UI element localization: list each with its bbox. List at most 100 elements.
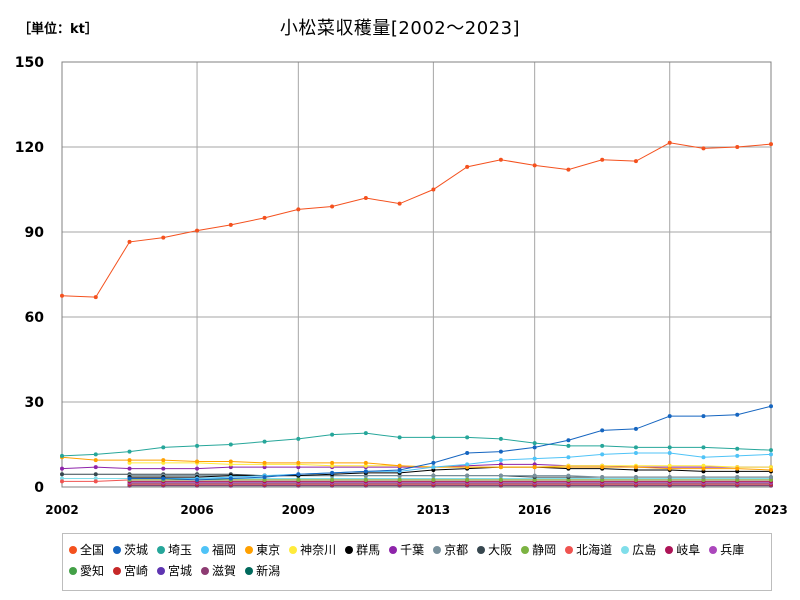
data-point (532, 445, 537, 450)
legend-marker (245, 567, 254, 575)
legend-label: 京都 (444, 543, 469, 557)
data-point (566, 477, 571, 482)
x-tick-label: 2016 (518, 503, 551, 517)
data-point (228, 465, 233, 470)
legend-marker (245, 546, 254, 554)
data-point (600, 477, 605, 482)
legend: 全国 茨城 埼玉 福岡 東京 神奈川 群馬 千葉 京都 大阪 静岡 北海道 広島 岐阜 兵庫愛知 宮崎 宮城 滋賀… (62, 533, 772, 591)
data-point (465, 435, 470, 440)
data-point (735, 475, 740, 480)
data-point (431, 187, 436, 192)
data-point (195, 443, 200, 448)
data-point (532, 465, 537, 470)
data-point (532, 477, 537, 482)
data-point (195, 228, 200, 233)
data-point (296, 477, 301, 482)
data-point (769, 477, 773, 482)
data-point (296, 436, 301, 441)
data-point (600, 157, 605, 162)
data-point (701, 463, 706, 468)
legend-item: 京都 (433, 540, 468, 561)
data-point (195, 459, 200, 464)
data-point (60, 453, 64, 458)
data-point (127, 460, 132, 465)
legend-label: 愛知 (80, 564, 105, 578)
data-point (93, 472, 98, 477)
legend-marker (521, 546, 530, 554)
data-point (60, 479, 64, 484)
data-point (465, 465, 470, 470)
legend-marker (69, 567, 77, 575)
data-point (60, 472, 64, 477)
data-point (262, 465, 267, 470)
legend-marker (621, 546, 630, 554)
data-point (566, 167, 571, 172)
data-point (161, 445, 166, 450)
legend-label: 静岡 (532, 543, 557, 557)
legend-marker (289, 546, 298, 554)
legend-item: 埼玉 (157, 540, 192, 561)
data-point (701, 146, 706, 151)
data-point (701, 414, 706, 419)
data-point (363, 463, 368, 468)
legend-label: 広島 (632, 543, 657, 557)
legend-item: 静岡 (521, 540, 556, 561)
data-point (735, 466, 740, 471)
data-point (769, 452, 773, 457)
data-point (769, 142, 773, 147)
legend-item: 全国 (69, 540, 104, 561)
legend-label: 千葉 (400, 543, 425, 557)
data-point (633, 468, 638, 472)
series-line (129, 466, 771, 478)
legend-item: 神奈川 (289, 540, 336, 561)
plot-area (61, 61, 772, 488)
legend-marker (565, 546, 574, 554)
legend-marker (157, 546, 166, 554)
legend-marker (477, 546, 486, 554)
data-point (498, 473, 503, 478)
data-point (566, 438, 571, 443)
data-point (769, 465, 773, 470)
legend-label: 大阪 (488, 543, 513, 557)
data-point (60, 466, 64, 471)
data-point (195, 466, 200, 471)
legend-item: 東京 (245, 540, 280, 561)
data-point (465, 164, 470, 169)
legend-label: 宮崎 (124, 564, 149, 578)
legend-item: 福岡 (201, 540, 236, 561)
legend-label: 宮城 (168, 564, 193, 578)
data-point (769, 448, 773, 453)
data-point (735, 145, 740, 149)
series-line (61, 142, 772, 298)
grid-lines (61, 61, 772, 488)
data-point (769, 475, 773, 480)
legend-item: 岐阜 (665, 540, 700, 561)
data-point (296, 472, 301, 477)
data-point (498, 465, 503, 470)
data-point (397, 435, 402, 440)
data-point (498, 462, 503, 467)
data-point (633, 159, 638, 164)
y-tick-label: 0 (34, 480, 44, 496)
legend-item: 宮城 (157, 561, 192, 582)
data-point (330, 470, 335, 475)
data-point (93, 465, 98, 470)
data-point (667, 445, 672, 450)
data-point (532, 462, 537, 467)
data-point (127, 458, 132, 463)
y-tick-label: 150 (15, 55, 44, 71)
legend-marker (201, 567, 210, 575)
data-point (566, 473, 571, 478)
legend-item: 群馬 (345, 540, 380, 561)
data-point (93, 476, 98, 481)
data-point (262, 439, 267, 444)
legend-label: 全国 (80, 543, 105, 557)
y-tick-label: 30 (25, 395, 45, 411)
data-point (127, 239, 132, 244)
data-point (431, 468, 436, 472)
data-point (600, 428, 605, 433)
data-point (600, 452, 605, 457)
data-point (701, 477, 706, 482)
data-point (397, 463, 402, 468)
data-point (330, 463, 335, 468)
